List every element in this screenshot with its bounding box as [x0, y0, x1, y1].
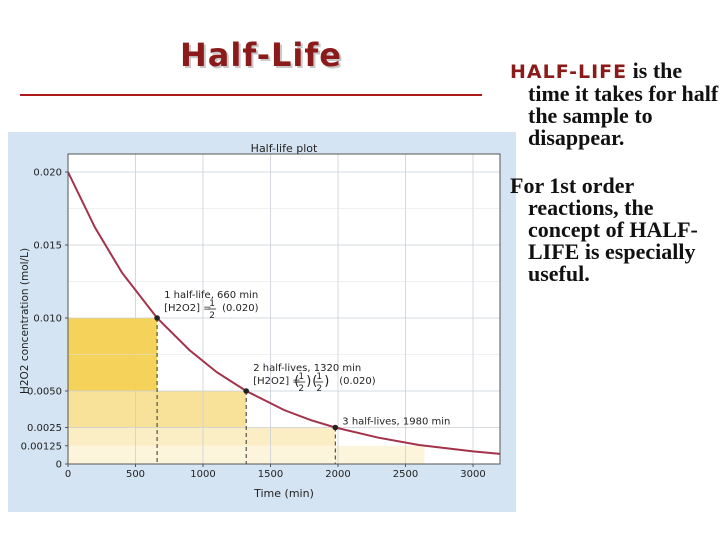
bullet-text: is the time it takes for half the sample… — [528, 58, 719, 150]
annotation-label: 2 half-lives, 1320 min — [253, 363, 361, 374]
annotation-equation: [H2O2] = — [253, 376, 300, 387]
chart-panel: Half-life plot 0 500 1000 1500 2000 2500 3000 Ti… — [8, 132, 516, 512]
bullet-definition: HALF-LIFE is the time it takes for half … — [510, 60, 722, 149]
y-tick-label: 0.015 — [33, 241, 62, 252]
concentration-band — [68, 427, 336, 446]
bullet-list: HALF-LIFE is the time it takes for half … — [510, 60, 722, 311]
decay-curve-line — [67, 171, 501, 455]
annotation-fraction-denominator: 2 — [298, 384, 304, 394]
annotation-paren: ( — [294, 374, 299, 389]
annotation-fraction-numerator: 1 — [316, 372, 322, 382]
x-tick-label: 0 — [65, 469, 71, 480]
x-tick-label: 500 — [126, 469, 145, 480]
y-tick-label: 0.010 — [33, 314, 62, 325]
y-tick-label: 0.0050 — [27, 387, 62, 398]
x-tick-label: 2000 — [325, 469, 350, 480]
x-axis-label: Time (min) — [253, 487, 314, 500]
annotation-value: (0.020) — [222, 303, 259, 314]
annotation-paren: ( — [312, 374, 317, 389]
slide-title: Half-Life — [180, 36, 342, 74]
annotation-fraction-numerator: 1 — [298, 372, 304, 382]
half-life-point — [332, 424, 339, 431]
annotation-paren: ) — [306, 374, 311, 389]
bullet-keyword: HALF-LIFE — [510, 61, 628, 83]
half-life-point — [154, 315, 160, 321]
bullet-first-order: For 1st order reactions, the concept of … — [510, 175, 722, 285]
annotation-label: 3 half-lives, 1980 min — [342, 417, 450, 428]
annotation-equation: [H2O2] = — [164, 303, 211, 314]
half-life-chart: Half-life plot 0 500 1000 1500 2000 2500 3000 Ti… — [19, 142, 501, 500]
half-life-point — [243, 388, 249, 394]
annotation-fraction-denominator: 2 — [316, 384, 322, 394]
chart-title: Half-life plot — [251, 142, 318, 155]
x-tick-label: 1500 — [258, 469, 283, 480]
x-tick-label: 3000 — [460, 469, 485, 480]
annotation-value: (0.020) — [339, 376, 376, 387]
y-tick-label: 0.020 — [33, 168, 62, 179]
y-tick-label: 0.00125 — [21, 441, 62, 452]
y-tick-label: 0 — [56, 460, 62, 471]
annotation-paren: ) — [324, 374, 329, 389]
x-tick-label: 1000 — [190, 469, 215, 480]
plot-frame — [67, 153, 501, 465]
title-divider — [20, 94, 482, 96]
bullet-text: For 1st order reactions, the concept of … — [510, 173, 698, 286]
x-tick-label: 2500 — [393, 469, 418, 480]
annotation-label: 1 half-life, 660 min — [164, 290, 258, 301]
annotation-fraction-denominator: 2 — [209, 311, 215, 321]
y-tick-label: 0.0025 — [27, 423, 62, 434]
y-axis-label: H2O2 concentration (mol/L) — [19, 248, 31, 394]
annotation-fraction-numerator: 1 — [209, 299, 215, 309]
